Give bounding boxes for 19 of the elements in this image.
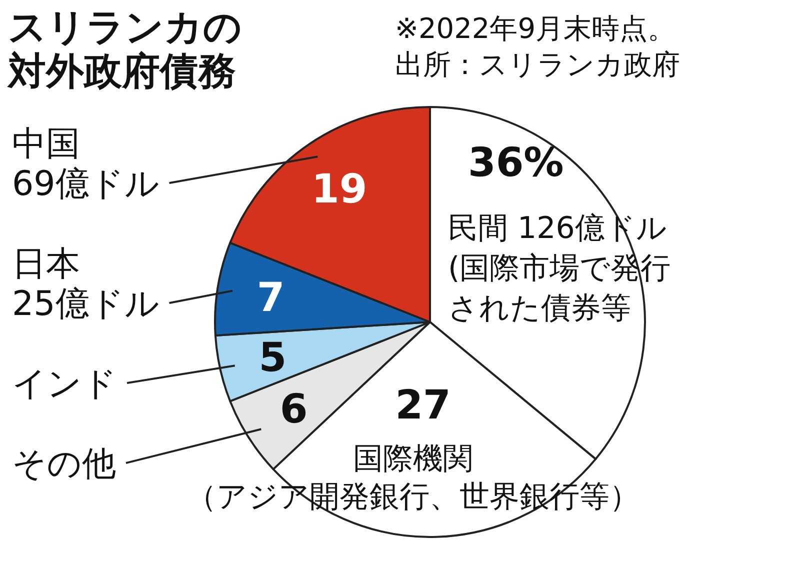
category-label: 国際機関	[353, 442, 474, 477]
annotation: 出所：スリランカ政府	[395, 48, 680, 81]
annotation: ※2022年9月末時点。	[395, 12, 676, 45]
title: 対外政府債務	[8, 49, 236, 93]
category-label: 25億ドル	[12, 284, 160, 324]
value-label: 7	[256, 274, 285, 321]
value-label: 27	[395, 382, 451, 429]
value-label: 5	[258, 335, 287, 382]
category-label: インド	[12, 364, 117, 404]
category-label: 69億ドル	[12, 164, 160, 204]
title: スリランカの	[8, 5, 242, 49]
value-label: 6	[280, 386, 308, 432]
category-label: （アジア開発銀行、世界銀行等）	[186, 480, 640, 515]
category-label: その他	[12, 444, 116, 484]
category-label: 日本	[12, 244, 80, 284]
category-label: 中国	[12, 124, 80, 164]
value-label: 36%	[468, 140, 564, 186]
category-label: された債券等	[448, 290, 631, 326]
value-label: 19	[312, 166, 368, 213]
